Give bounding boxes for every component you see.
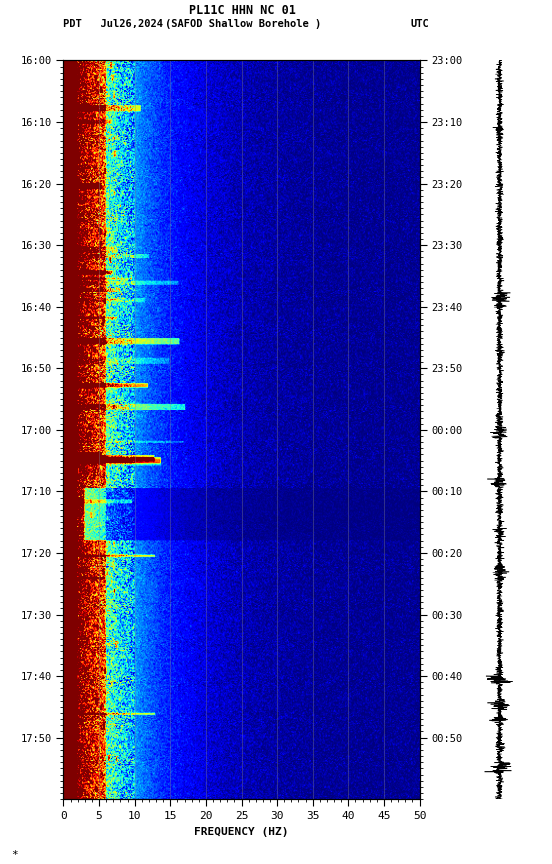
Text: PL11C HHN NC 01: PL11C HHN NC 01 (189, 4, 296, 17)
Text: *: * (11, 849, 18, 860)
Text: UTC: UTC (410, 19, 429, 29)
X-axis label: FREQUENCY (HZ): FREQUENCY (HZ) (194, 827, 289, 836)
Text: PDT   Jul26,2024: PDT Jul26,2024 (63, 19, 163, 29)
Text: (SAFOD Shallow Borehole ): (SAFOD Shallow Borehole ) (164, 19, 321, 29)
